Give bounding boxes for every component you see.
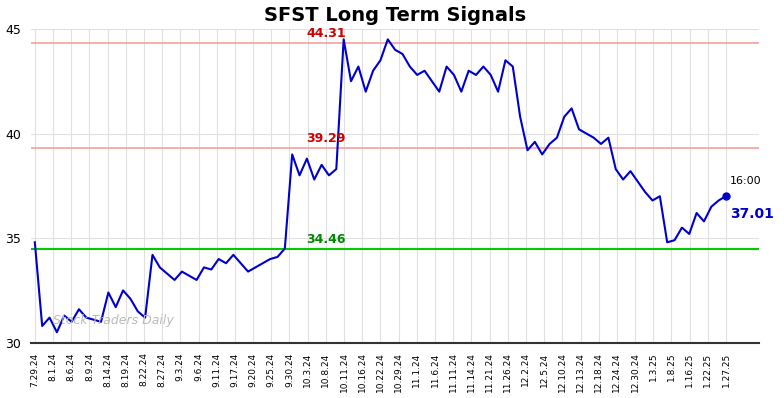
Point bbox=[720, 193, 732, 199]
Text: 37.01: 37.01 bbox=[730, 207, 774, 220]
Text: Stock Traders Daily: Stock Traders Daily bbox=[53, 314, 174, 327]
Text: 39.29: 39.29 bbox=[307, 132, 346, 144]
Text: 34.46: 34.46 bbox=[306, 233, 346, 246]
Text: 16:00: 16:00 bbox=[730, 176, 761, 185]
Text: 44.31: 44.31 bbox=[306, 27, 346, 39]
Title: SFST Long Term Signals: SFST Long Term Signals bbox=[264, 6, 526, 25]
